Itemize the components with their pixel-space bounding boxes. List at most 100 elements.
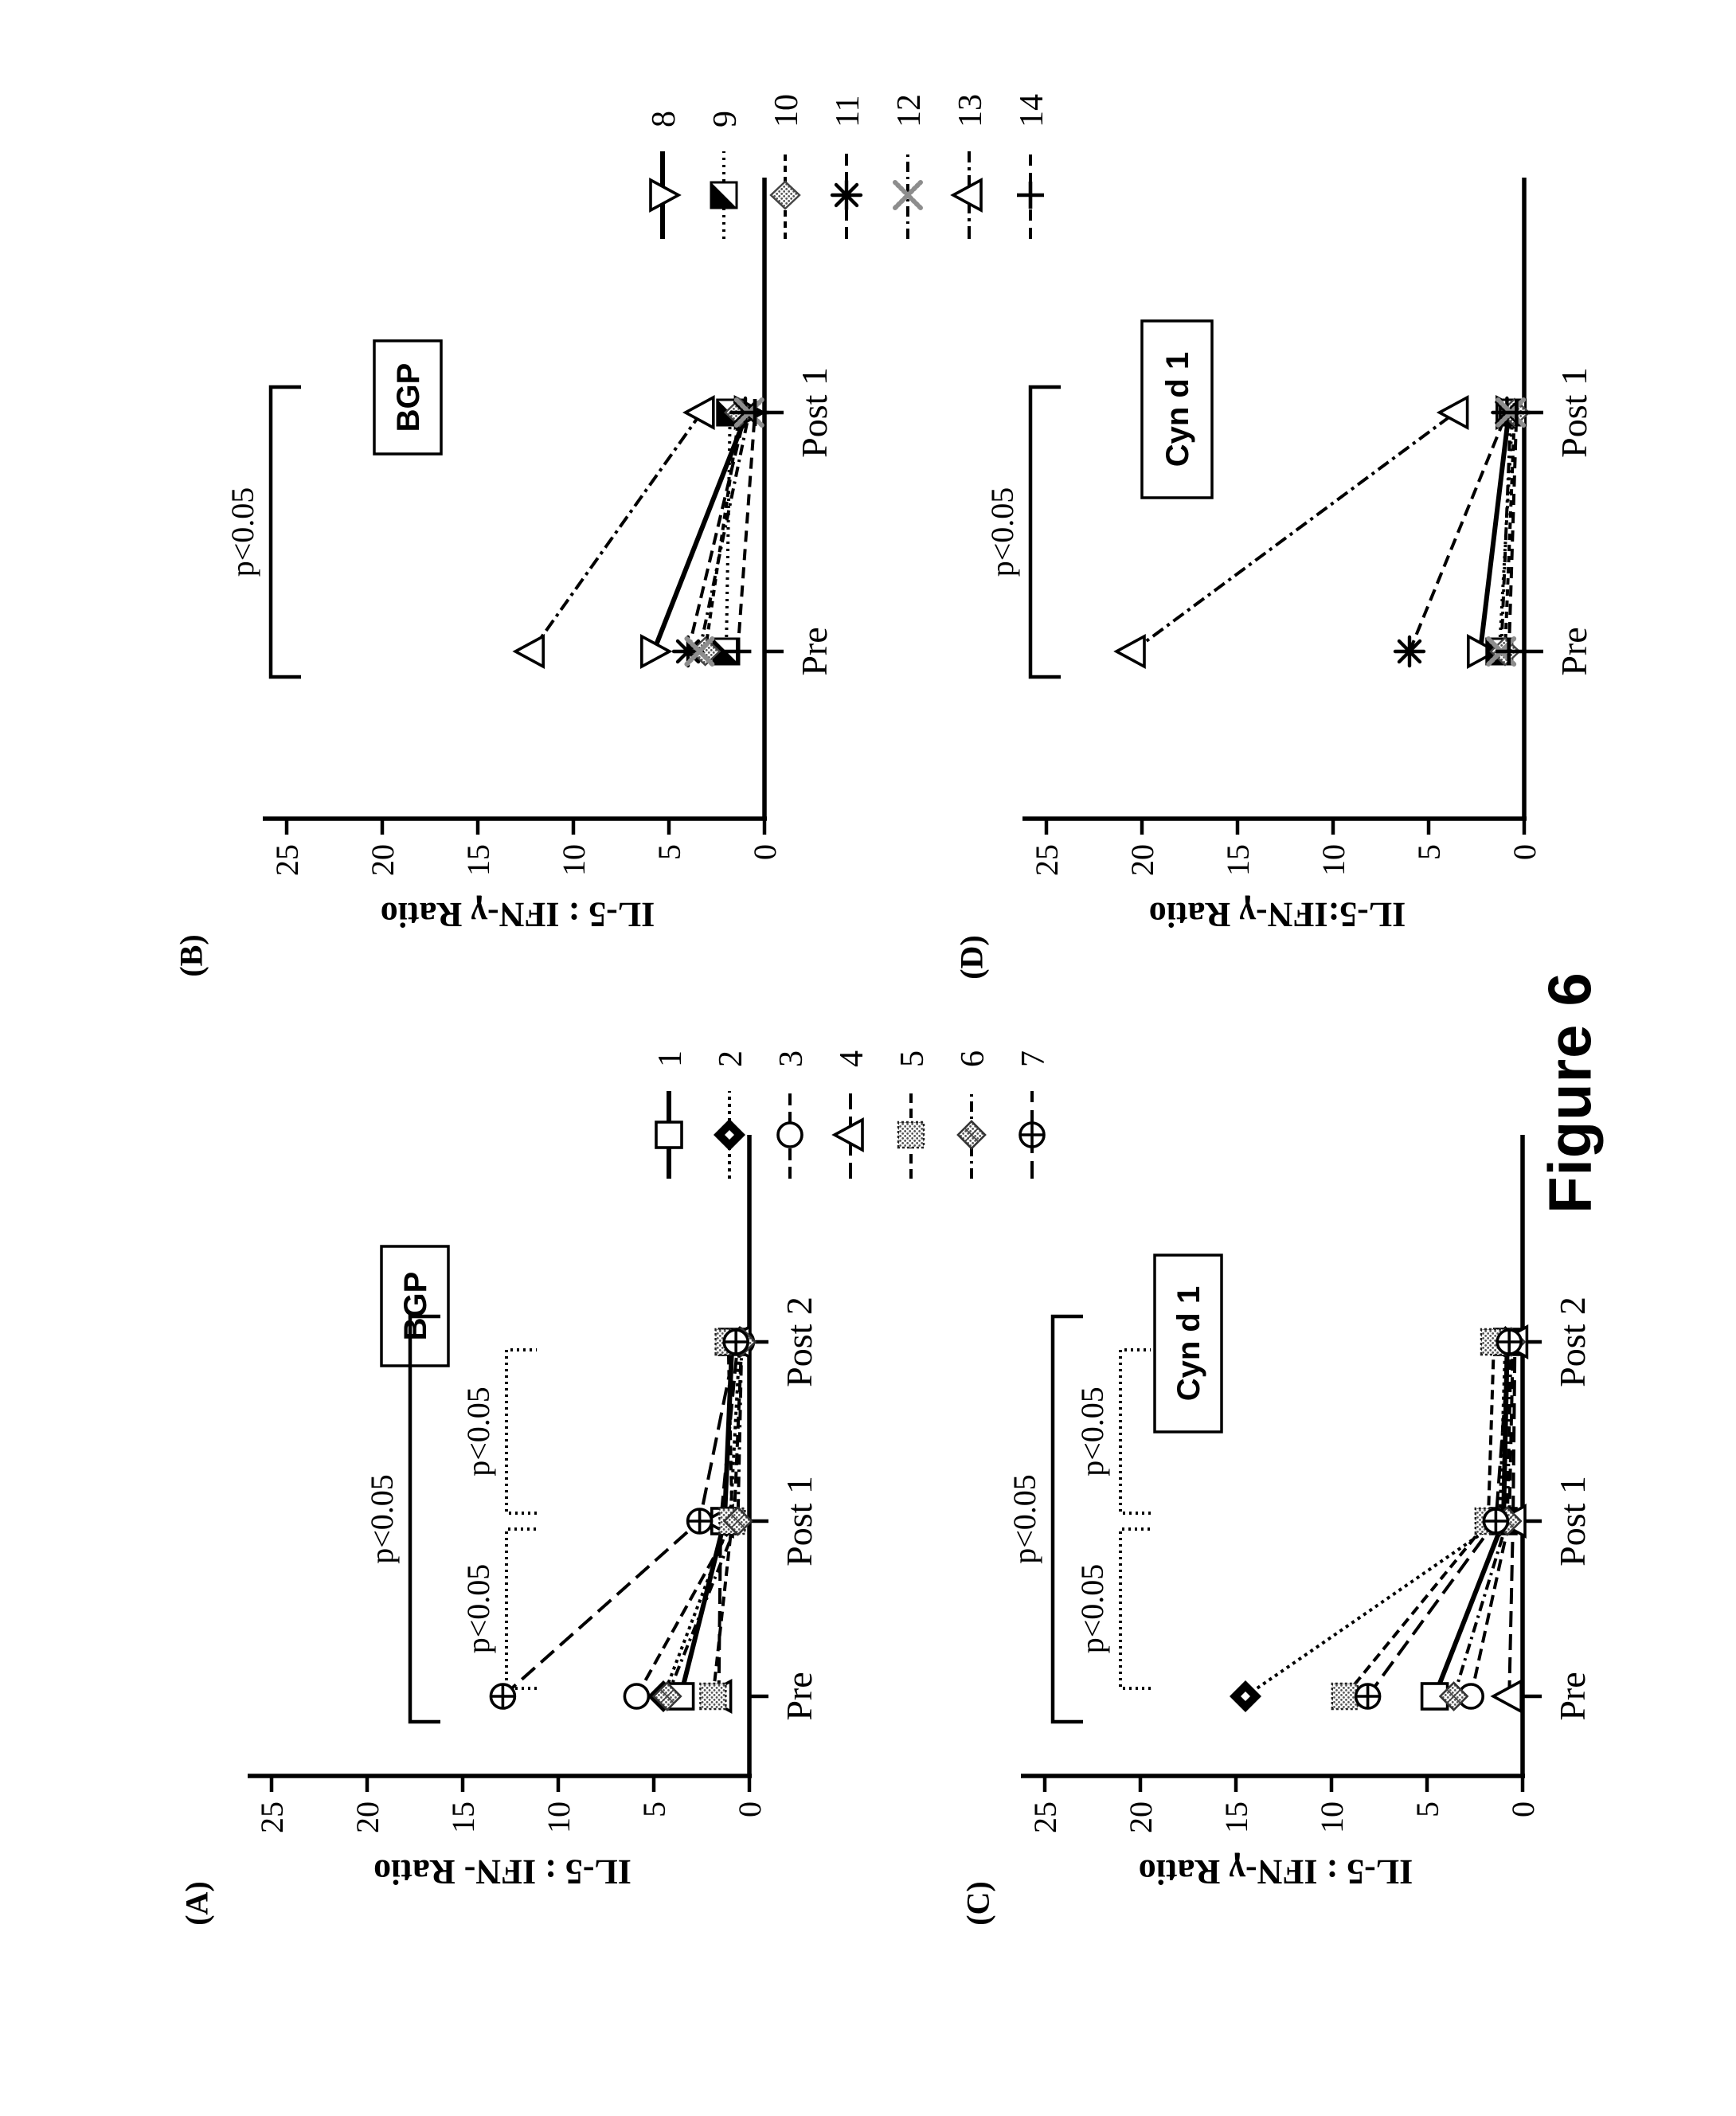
axes: 0 5 10 15 20 25 Pre Post 1 (263, 178, 835, 876)
significance-bracket: p<0.05 (1074, 1527, 1151, 1690)
series-14-markers (724, 399, 768, 665)
marker-gray-diamond (769, 180, 801, 210)
series-3-line (635, 1341, 744, 1697)
marker-open-triangle (1113, 633, 1146, 670)
series-group (512, 394, 768, 670)
p-value-label: p<0.05 (364, 1474, 400, 1564)
p-value-label: p<0.05 (984, 487, 1020, 577)
marker-half-square (710, 181, 738, 209)
legend-item-label: 6 (955, 1050, 991, 1067)
series-8-line (1477, 412, 1511, 652)
p-value-label: p<0.05 (1074, 1387, 1110, 1477)
legend-item-label: 3 (773, 1050, 810, 1067)
group-label: BGP (391, 363, 426, 432)
x-category-label: Post 1 (779, 1476, 819, 1566)
legend-item-label: 11 (830, 96, 866, 127)
marker-asterisk (671, 635, 705, 668)
marker-plus (724, 638, 752, 665)
significance-bracket: p<0.05 (984, 385, 1061, 679)
y-tick-label: 0 (747, 844, 783, 860)
y-tick-label: 5 (636, 1801, 672, 1817)
y-tick-label: 5 (1410, 1801, 1445, 1817)
series-5-line (711, 1341, 734, 1697)
legend-item-10: 10 (768, 94, 805, 239)
marker-open-circle (623, 1683, 651, 1710)
marker-stipple-square (897, 1121, 925, 1149)
series-14-markers (1495, 399, 1531, 665)
y-tick-label: 20 (350, 1801, 385, 1833)
y-axis-label: IL-5:IFN-γ Ratio (1149, 895, 1406, 930)
marker-gray-diamond (689, 636, 721, 667)
series-group (1230, 1324, 1529, 1715)
x-category-label: Post 1 (1554, 367, 1594, 458)
group-label-box: Cyn d 1 (1140, 319, 1214, 499)
group-label-box: BGP (373, 339, 443, 456)
legend-item-7: 7 (1015, 1050, 1052, 1179)
legend-item-14: 14 (1014, 94, 1050, 239)
marker-plus (1495, 638, 1523, 665)
panel-label-c: (C) (960, 1881, 996, 1926)
marker-asterisk (1393, 635, 1426, 668)
y-tick-label: 20 (365, 844, 401, 876)
marker-stipple-diamond (722, 1506, 753, 1536)
legend-item-11: 11 (830, 96, 866, 239)
marker-stipple-diamond (1438, 1681, 1469, 1711)
y-tick-label: 25 (1029, 844, 1065, 876)
panel-b: 0 5 10 15 20 25 Pre Post 1 IL-5 : IFN-γ Ratio BGP… (191, 174, 884, 934)
series-10-line (703, 412, 741, 652)
marker-plus (741, 399, 768, 426)
marker-stipple-square (699, 1682, 727, 1711)
y-tick-label: 15 (1218, 1801, 1254, 1833)
legend-svg-subjects-1-7: 1 2 3 4 5 6 7 (652, 1050, 1052, 1179)
legend-item-label: 13 (952, 94, 989, 127)
series-13-markers (512, 394, 715, 670)
marker-open-triangle-down (1466, 633, 1499, 670)
legend-item-label: 10 (768, 94, 805, 127)
series-5-line (1343, 1341, 1496, 1698)
y-tick-label: 0 (1505, 1801, 1541, 1817)
axes: 0 5 10 15 20 25 Pre Post 1 Post 2 (248, 1135, 819, 1833)
legend-item-label: 2 (713, 1050, 749, 1067)
chart-svg-c: 0 5 10 15 20 25 Pre Post 1 Post 2 IL-5 : IFN-γ Ra… (1007, 1135, 1593, 1891)
marker-circle-plus (1019, 1121, 1046, 1148)
series-11-line (1408, 412, 1509, 652)
marker-stipple-square (1331, 1682, 1359, 1711)
x-category-label: Post 1 (794, 367, 835, 458)
p-value-label: p<0.05 (460, 1564, 496, 1654)
legend-item-label: 1 (652, 1050, 689, 1067)
y-tick-label: 10 (556, 844, 592, 876)
p-value-label: p<0.05 (1007, 1474, 1042, 1564)
significance-bracket: p<0.05 (225, 385, 301, 679)
chart-svg-d: 0 5 10 15 20 25 Pre Post 1 IL-5:IFN-γ Ratio Cyn d… (984, 178, 1594, 934)
x-category-label: Pre (1552, 1672, 1593, 1720)
y-tick-label: 15 (1220, 844, 1256, 876)
series-7-markers (1354, 1328, 1523, 1710)
y-tick-label: 10 (1314, 1801, 1350, 1833)
x-category-label: Pre (794, 627, 835, 675)
y-tick-label: 10 (541, 1801, 577, 1833)
axes: 0 5 10 15 20 25 Pre Post 1 Post 2 (1021, 1135, 1593, 1833)
panel-a: 0 5 10 15 20 25 Pre Post 1 Post 2 IL-5 : IFN- Rat… (176, 1131, 869, 1891)
legend-item-6: 6 (955, 1050, 991, 1179)
chart-panel-b: 0 5 10 15 20 25 Pre Post 1 IL-5 : IFN-γ Ratio BGP… (191, 174, 884, 934)
y-tick-label: 5 (1411, 844, 1447, 860)
legend-item-label: 4 (834, 1050, 870, 1067)
marker-open-triangle (950, 177, 983, 213)
group-label-box: BGP (380, 1245, 450, 1367)
legend-item-1: 1 (652, 1050, 689, 1179)
marker-open-triangle (1436, 394, 1469, 431)
legend-item-label: 12 (891, 94, 928, 127)
y-tick-label: 10 (1316, 844, 1351, 876)
p-value-label: p<0.05 (1074, 1564, 1110, 1654)
series-12-line (1499, 412, 1513, 652)
marker-stipple-diamond (956, 1120, 987, 1150)
series-13-markers (1113, 394, 1469, 670)
legend-item-label: 14 (1014, 94, 1050, 127)
y-tick-label: 20 (1124, 844, 1160, 876)
axes: 0 5 10 15 20 25 Pre Post 1 (1022, 178, 1594, 876)
marker-plus (1503, 399, 1531, 426)
legend-series-1-7: 1 2 3 4 5 6 7 (641, 995, 1087, 1179)
legend-item-13: 13 (950, 94, 989, 239)
legend-1-7-body: 1 2 3 4 5 6 7 (641, 995, 1087, 1179)
